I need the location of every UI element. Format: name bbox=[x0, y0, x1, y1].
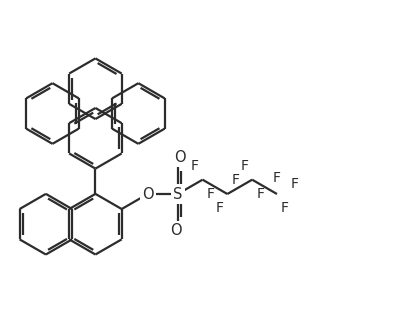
Text: F: F bbox=[272, 171, 280, 185]
Text: O: O bbox=[173, 150, 185, 165]
Text: F: F bbox=[215, 201, 223, 215]
Text: F: F bbox=[190, 159, 198, 173]
Text: F: F bbox=[240, 159, 247, 173]
Text: O: O bbox=[169, 223, 181, 238]
Text: F: F bbox=[256, 187, 263, 201]
Text: F: F bbox=[231, 173, 239, 187]
Text: F: F bbox=[206, 187, 214, 201]
Text: S: S bbox=[173, 187, 182, 201]
Text: F: F bbox=[290, 177, 298, 191]
Text: O: O bbox=[142, 187, 153, 201]
Text: F: F bbox=[280, 201, 288, 215]
